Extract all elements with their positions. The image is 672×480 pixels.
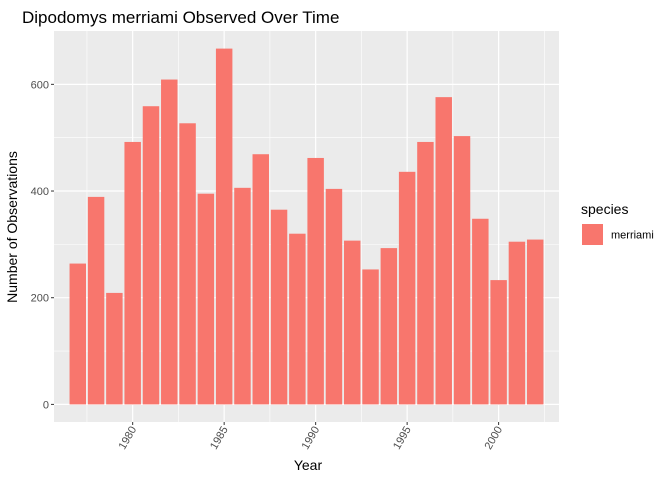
y-tick-label: 200	[31, 293, 49, 305]
x-tick-label: 1985	[208, 425, 231, 452]
legend: species merriami	[581, 201, 654, 245]
bar-1981	[143, 106, 159, 404]
bar-1986	[234, 188, 250, 405]
bar-1990	[307, 158, 323, 404]
bar-1997	[435, 97, 451, 404]
bar-1996	[417, 142, 433, 404]
bar-2001	[509, 242, 525, 405]
bar-1985	[216, 49, 232, 405]
y-tick-label: 0	[43, 399, 49, 411]
y-tick-label: 600	[31, 79, 49, 91]
bar-1988	[271, 210, 287, 405]
bar-2002	[527, 240, 543, 405]
bar-1978	[88, 197, 104, 405]
bar-1984	[198, 194, 214, 405]
bar-1979	[106, 293, 122, 404]
bar-1998	[454, 136, 470, 404]
legend-key-merriami	[582, 224, 603, 245]
x-tick-label: 1990	[300, 425, 323, 452]
bar-1999	[472, 219, 488, 405]
x-axis-title: Year	[294, 457, 323, 473]
bar-1994	[381, 248, 397, 404]
legend-title: species	[581, 201, 628, 217]
bar-1995	[399, 172, 415, 405]
y-tick-label: 400	[31, 186, 49, 198]
bar-1977	[70, 264, 86, 405]
bar-1980	[124, 142, 140, 404]
bar-1992	[344, 241, 360, 405]
x-tick-label: 2000	[483, 425, 506, 452]
plot-area: 0 200 400 600 1980 1985 1990 1995 2000	[31, 31, 559, 452]
y-axis-title: Number of Observations	[4, 151, 20, 303]
bar-1989	[289, 234, 305, 405]
bar-2000	[490, 280, 506, 404]
chart-title: Dipodomys merriami Observed Over Time	[22, 8, 339, 27]
bar-1982	[161, 80, 177, 405]
x-tick-label: 1995	[391, 425, 414, 452]
bar-1983	[179, 123, 195, 404]
legend-label-merriami: merriami	[611, 230, 654, 242]
bar-1987	[253, 154, 269, 404]
bar-1991	[326, 189, 342, 405]
x-tick-label: 1980	[117, 425, 140, 452]
bar-1993	[362, 269, 378, 404]
